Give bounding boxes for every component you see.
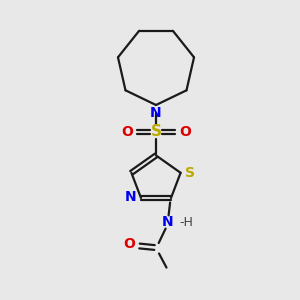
Text: N: N [150, 106, 162, 120]
Text: -H: -H [179, 215, 193, 229]
Text: O: O [123, 238, 135, 251]
Text: O: O [179, 125, 191, 139]
Text: S: S [151, 124, 161, 140]
Text: N: N [124, 190, 136, 204]
Text: S: S [185, 166, 195, 180]
Text: O: O [121, 125, 133, 139]
Text: N: N [162, 215, 174, 229]
